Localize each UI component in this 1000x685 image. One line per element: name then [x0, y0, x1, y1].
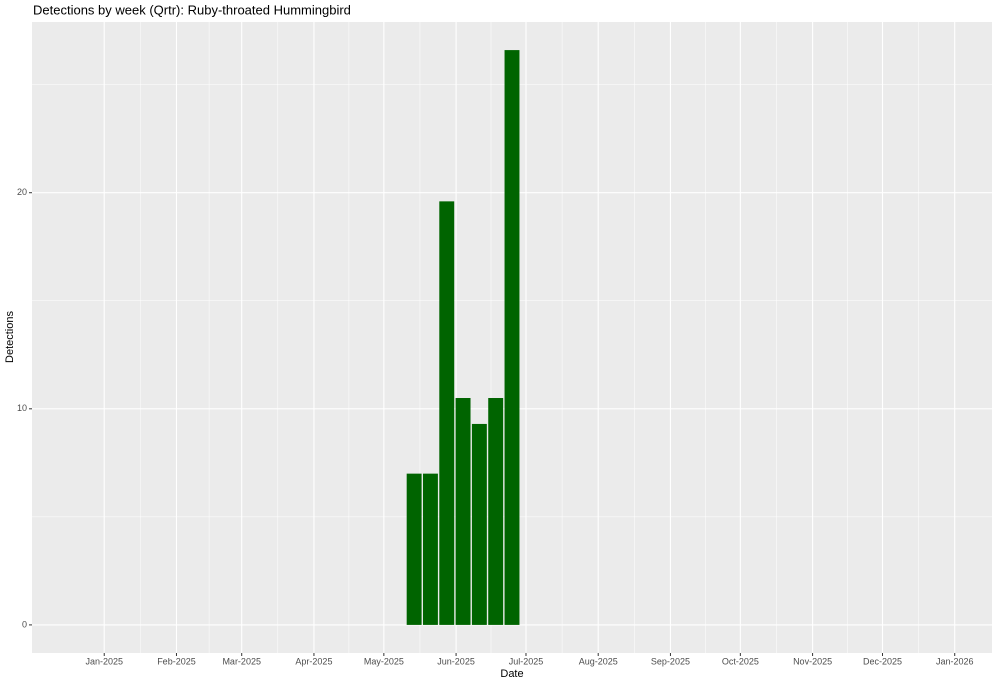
y-tick-label: 20 — [17, 187, 27, 197]
x-tick-label: Nov-2025 — [793, 656, 832, 666]
x-tick-label: Jan-2026 — [936, 656, 974, 666]
x-axis-title: Date — [500, 668, 523, 680]
x-tick-label: Aug-2025 — [579, 656, 618, 666]
x-tick-label: Mar-2025 — [222, 656, 261, 666]
x-tick-label: Feb-2025 — [157, 656, 196, 666]
y-tick-label: 0 — [22, 619, 27, 629]
x-tick-label: Dec-2025 — [863, 656, 902, 666]
x-tick-label: Oct-2025 — [722, 656, 759, 666]
y-axis-title: Detections — [4, 311, 16, 363]
grid — [32, 22, 992, 653]
bar — [406, 473, 422, 625]
bar — [439, 201, 455, 625]
x-tick-label: Apr-2025 — [295, 656, 332, 666]
bar — [488, 398, 504, 625]
x-tick-label: Jan-2025 — [85, 656, 123, 666]
bar — [422, 473, 438, 625]
x-tick-label: Sep-2025 — [651, 656, 690, 666]
x-tick-label: Jun-2025 — [437, 656, 475, 666]
chart-title: Detections by week (Qrtr): Ruby-throated… — [33, 2, 351, 17]
x-tick-label: Jul-2025 — [509, 656, 544, 666]
bars — [406, 50, 520, 625]
bar — [471, 423, 487, 625]
bar — [504, 50, 520, 625]
bar — [455, 398, 471, 625]
y-tick-label: 10 — [17, 403, 27, 413]
x-tick-label: May-2025 — [364, 656, 404, 666]
